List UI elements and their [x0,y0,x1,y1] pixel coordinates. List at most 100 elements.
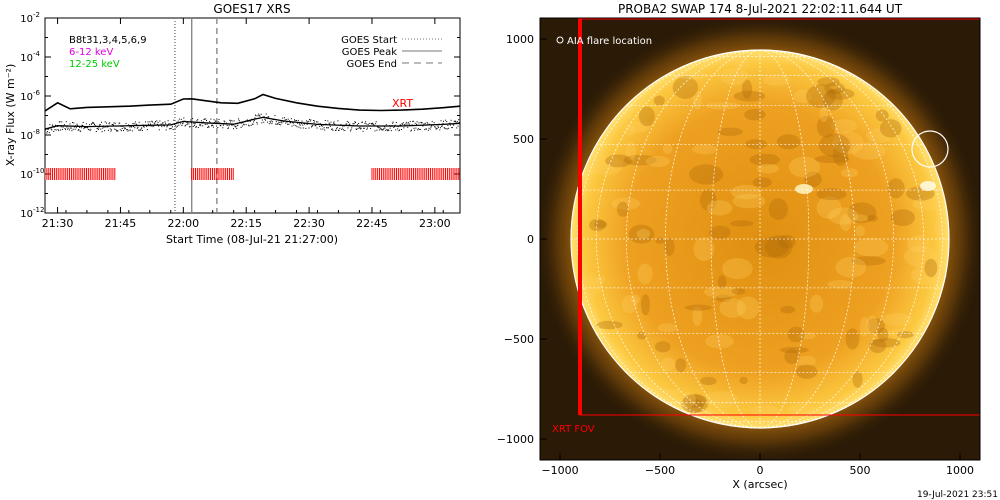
goes-series-point [343,125,345,127]
goes-series-point [402,122,404,124]
goes-series-point [329,123,331,125]
solar-texture-patch [627,121,650,133]
solar-texture-patch [672,76,699,99]
goes-series-point [209,122,211,124]
goes-series-point [158,129,160,131]
solar-texture-patch [817,77,840,87]
goes-series-point [182,122,184,124]
goes-series-point [433,124,434,126]
goes-series-point [355,122,356,123]
goes-series-point [98,127,100,129]
goes-series-point [221,123,223,124]
solar-texture-patch [768,198,788,220]
goes-series-point [283,117,285,119]
goes-series-point [233,128,234,130]
solar-texture-patch [623,124,636,136]
goes-series-point [170,127,172,129]
goes-series-point [408,123,410,125]
goes-series-point [160,124,162,126]
goes-series-point [75,127,77,129]
goes-series-point [373,124,375,126]
goes-series-point [298,126,300,128]
goes-series-point [378,129,380,131]
goes-series-point [68,129,70,131]
goes-series-point [148,125,150,127]
footer-timestamp: 19-Jul-2021 23:51 [917,490,998,500]
goes-series-point [290,118,292,120]
solar-texture-patch [832,142,849,167]
goes-series-point [177,120,179,122]
solar-texture-patch [736,296,760,320]
solar-texture-patch [641,294,650,316]
goes-series-point [419,129,421,130]
goes-series-point [362,130,364,132]
goes-series-point [360,127,362,129]
goes-series-point [204,118,206,120]
goes-series-point [183,117,185,119]
goes-series-point [231,120,233,122]
goes-series-point [295,120,297,121]
solar-texture-patch [704,391,738,409]
goes-series-point [425,128,427,130]
goes-series-point [443,127,445,129]
goes-series-point [220,125,222,127]
goes-series-point [141,127,143,129]
goes-series-point [169,123,171,125]
goes-series-point [391,125,393,126]
swap-title: PROBA2 SWAP 174 8-Jul-2021 22:02:11.644 … [618,2,903,16]
goes-series-point [333,122,334,124]
goes-series-point [241,125,243,127]
solar-texture-patch [780,305,796,314]
goes-series-point [165,122,167,124]
goes-series-point [99,124,101,126]
solar-texture-patch [879,119,902,138]
goes-series-point [385,129,387,131]
goes-series-point [348,124,350,125]
solar-texture-patch [809,294,824,313]
goes-series-point [277,123,279,125]
goes-series-point [96,128,98,130]
goes-series-point [379,127,381,129]
goes-series-point [240,126,242,128]
goes-series-point [439,129,441,131]
goes-series-point [194,123,196,125]
goes-series-point [198,122,200,124]
solar-texture-patch [818,133,851,158]
solar-texture-patch [750,405,780,417]
solar-texture-patch [676,71,709,80]
goes-series-point [50,128,52,130]
goes-series-point [202,125,204,127]
swap-y-tick-label: −500 [504,333,534,346]
goes-series-point [88,129,90,131]
solar-texture-patch [814,155,850,164]
goes-series-point [282,117,284,119]
goes-series-point [334,123,336,125]
swap-x-tick-label: −1000 [541,464,578,477]
solar-texture-patch [715,294,732,303]
goes-chart-title: GOES17 XRS [213,2,290,16]
goes-series-point [440,120,442,122]
solar-texture-patch [675,358,687,373]
goes-series-point [289,122,291,124]
goes-series-point [146,129,148,131]
goes-series-point [72,122,73,123]
goes-series-point [144,125,146,126]
goes-series-point [236,127,238,129]
goes-series-point [171,124,173,126]
goes-series-point [200,125,202,127]
goes-series-point [234,126,236,128]
goes-series-point [366,127,368,129]
goes-series-point [365,121,367,123]
swap-x-tick-label: 500 [850,464,871,477]
goes-series-point [453,124,455,126]
swap-y-tick-label: 1000 [506,33,534,46]
goes-series-point [172,129,174,130]
goes-series-point [105,126,107,128]
solar-texture-patch [709,225,731,240]
solar-texture-patch [872,338,901,348]
goes-series-point [444,127,446,129]
solar-texture-patch [763,74,790,86]
goes-series-point [311,125,313,127]
goes-series-point [300,123,302,125]
goes-series-point [434,126,436,128]
